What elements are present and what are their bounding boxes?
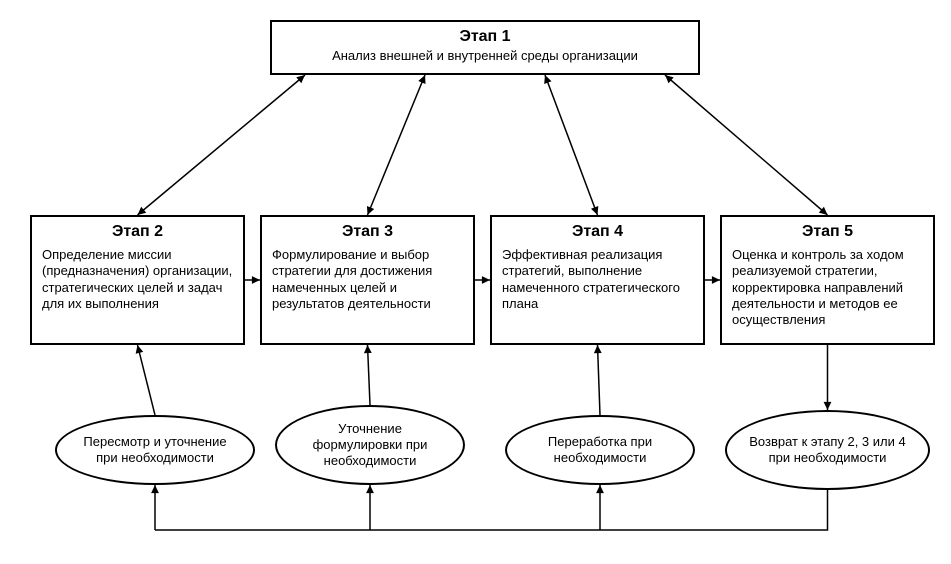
node-stage5-body: Оценка и контроль за ходом реализуемой с… <box>732 247 923 328</box>
node-stage5: Этап 5 Оценка и контроль за ходом реализ… <box>720 215 935 345</box>
flowchart-canvas: Этап 1 Анализ внешней и внутренней среды… <box>0 0 951 564</box>
node-stage3-title: Этап 3 <box>272 223 463 241</box>
node-loop2-body: Пересмотр и уточнение при необходимости <box>75 434 235 467</box>
node-loop3: Уточнение формулировки при необходимости <box>275 405 465 485</box>
node-loop4-body: Переработка при необходимости <box>525 434 675 467</box>
node-stage1-title: Этап 1 <box>282 28 688 46</box>
node-stage4-body: Эффективная реализация стратегий, выполн… <box>502 247 693 312</box>
node-stage3: Этап 3 Формулирование и выбор стратегии … <box>260 215 475 345</box>
node-loop3-body: Уточнение формулировки при необходимости <box>295 421 445 470</box>
node-stage5-title: Этап 5 <box>732 223 923 241</box>
node-stage3-body: Формулирование и выбор стратегии для дос… <box>272 247 463 312</box>
node-loop5-body: Возврат к этапу 2, 3 или 4 при необходим… <box>745 434 910 467</box>
node-loop4: Переработка при необходимости <box>505 415 695 485</box>
node-stage2: Этап 2 Определение миссии (предназначени… <box>30 215 245 345</box>
node-stage2-body: Определение миссии (предназначения) орга… <box>42 247 233 312</box>
node-stage2-title: Этап 2 <box>42 223 233 241</box>
node-loop5: Возврат к этапу 2, 3 или 4 при необходим… <box>725 410 930 490</box>
node-stage4-title: Этап 4 <box>502 223 693 241</box>
node-stage1-body: Анализ внешней и внутренней среды органи… <box>282 48 688 64</box>
node-stage4: Этап 4 Эффективная реализация стратегий,… <box>490 215 705 345</box>
node-loop2: Пересмотр и уточнение при необходимости <box>55 415 255 485</box>
node-stage1: Этап 1 Анализ внешней и внутренней среды… <box>270 20 700 75</box>
